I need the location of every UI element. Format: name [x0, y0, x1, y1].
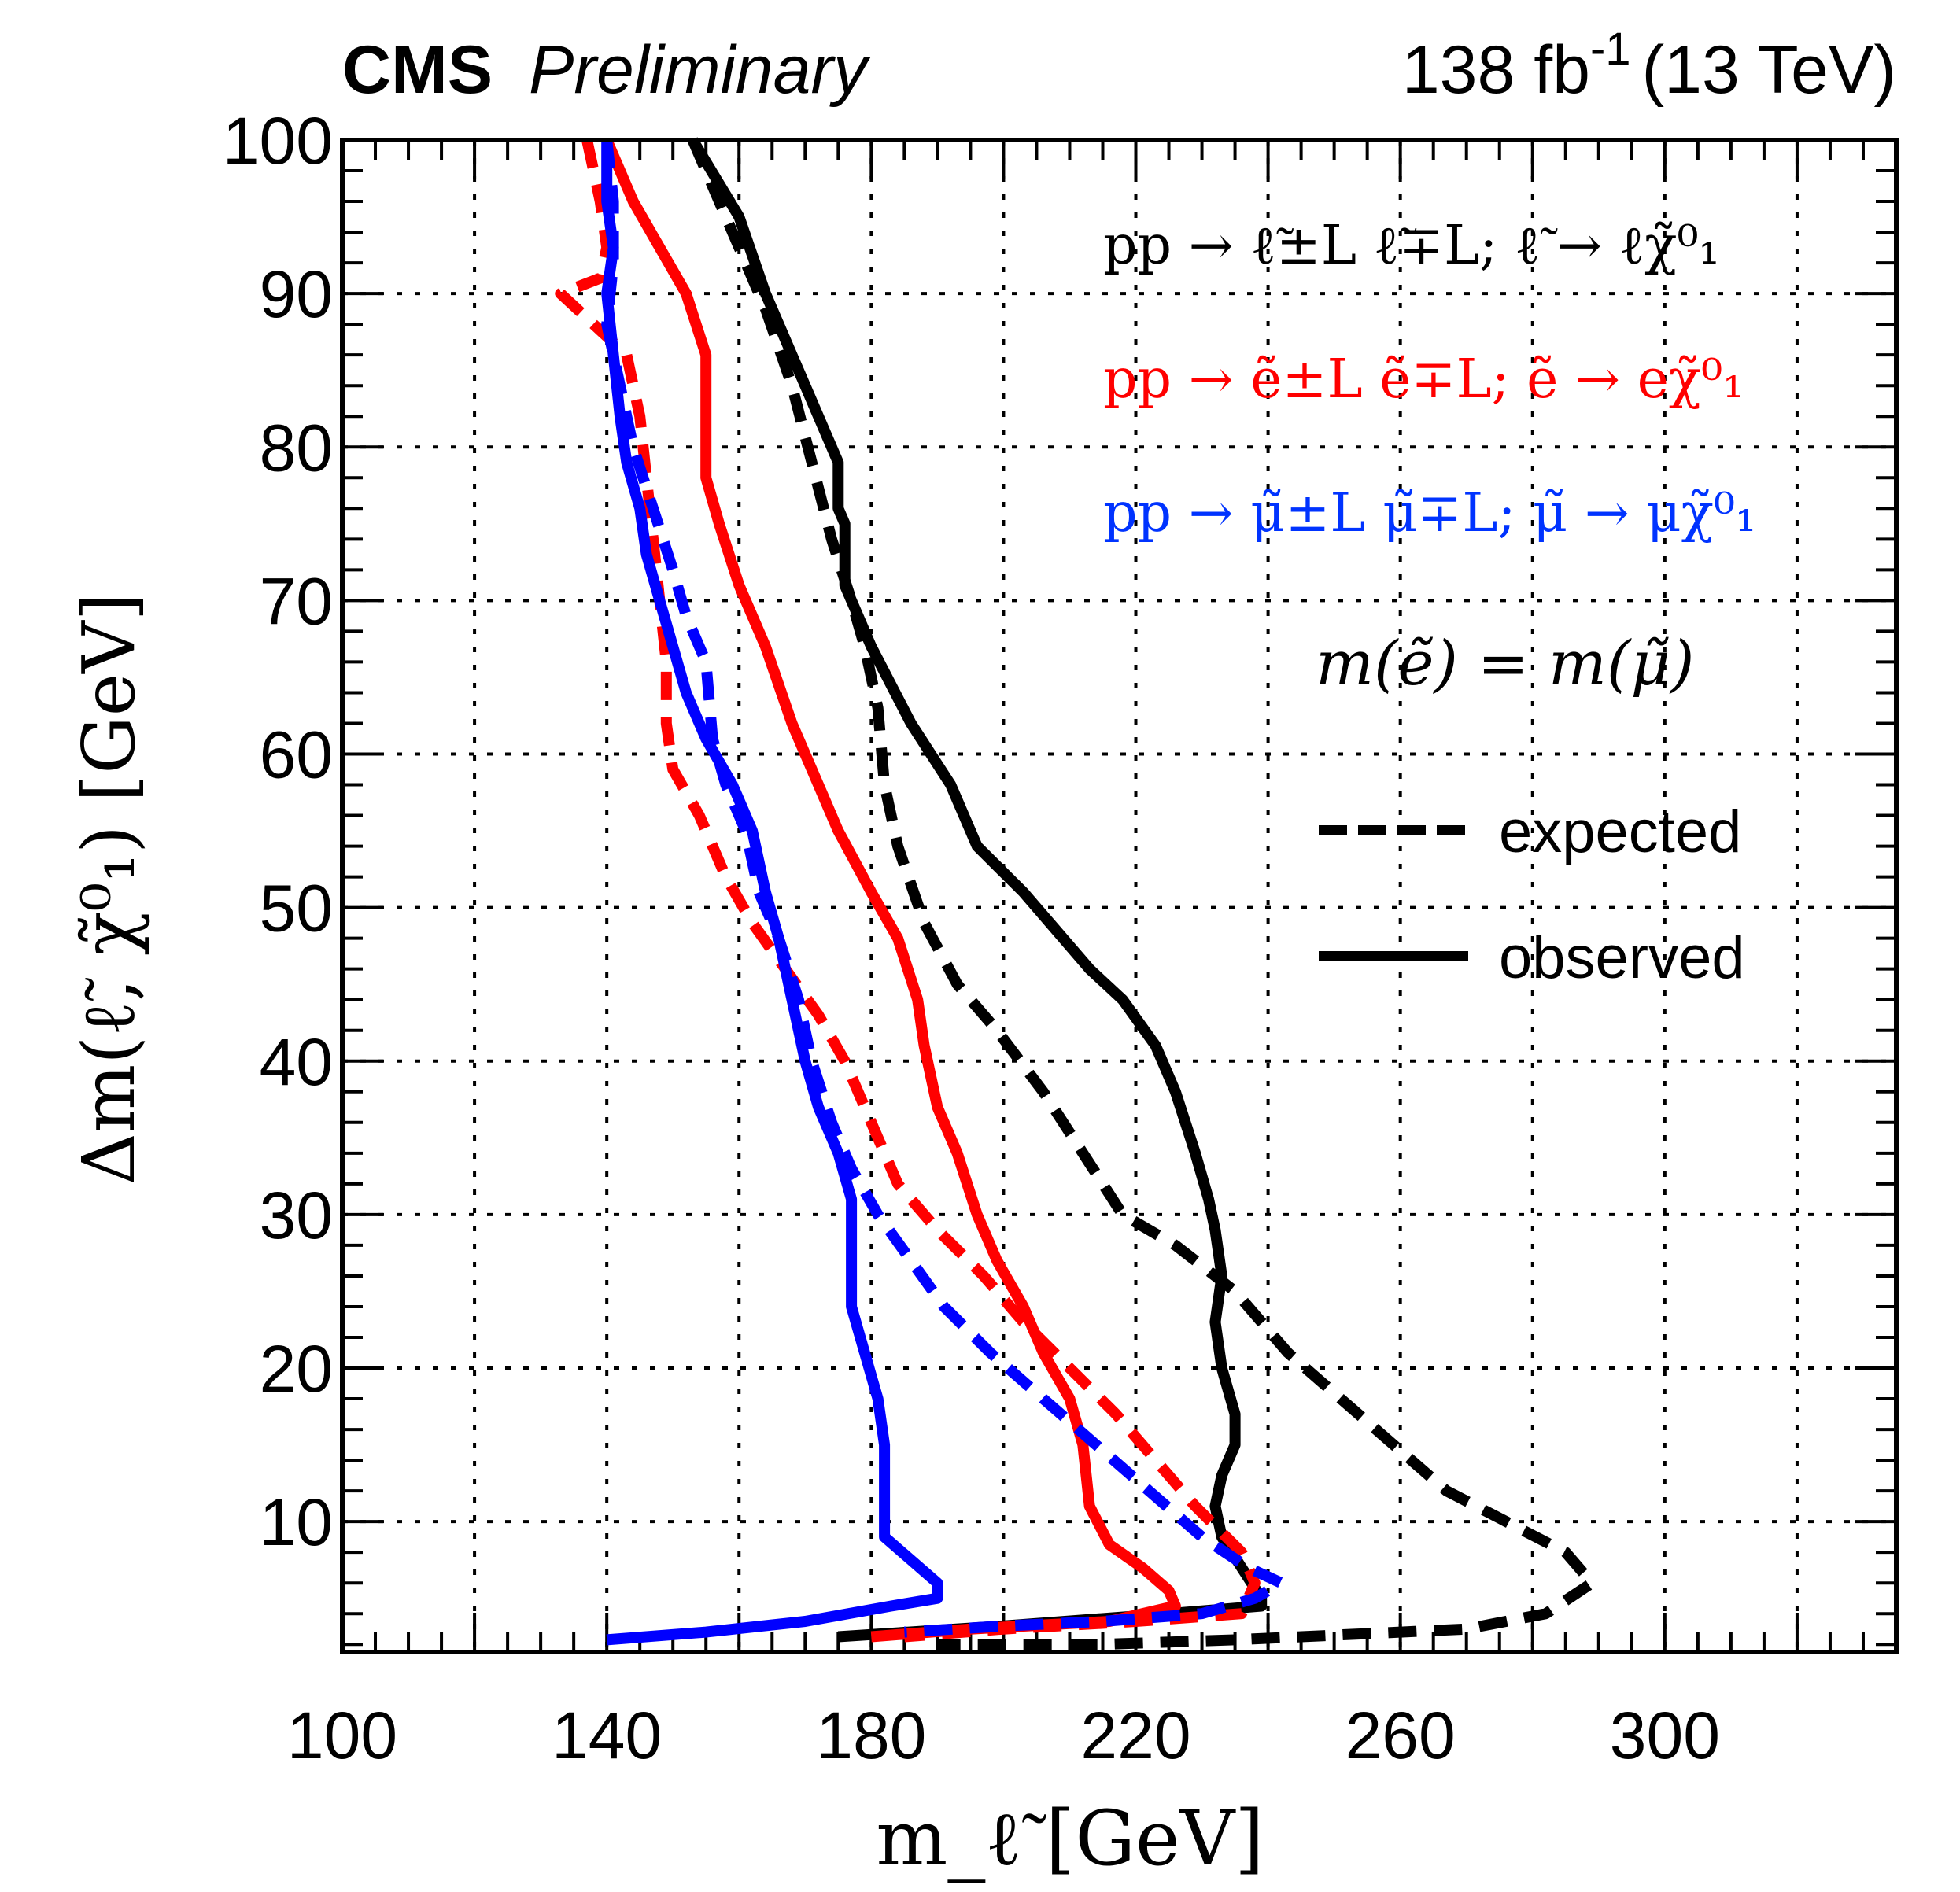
smuon-observed-curve	[601, 140, 943, 1646]
cms-label: CMS	[342, 32, 493, 108]
y-tick-label: 20	[260, 1332, 333, 1406]
y-tick-labels: 10 20 30 40 50 60 70 80 90 100	[223, 104, 333, 1559]
x-tick-label: 220	[1080, 1698, 1190, 1772]
y-tick-label: 80	[260, 411, 333, 485]
legend-slepton-process: pp → ℓ̃±L ℓ̃∓L; ℓ̃ → ℓχ̃⁰₁	[1103, 215, 1720, 277]
selectron-observed-curve	[601, 138, 1181, 1643]
smuon-expected-curve	[601, 139, 1287, 1638]
legend-mass-assumption: m(ẽ) = m(μ̃)	[1316, 629, 1694, 699]
energy-value: (13 TeV)	[1642, 32, 1896, 108]
plot-frame	[340, 138, 1899, 1654]
x-tick-label: 260	[1345, 1698, 1456, 1772]
y-axis-title: Δm(ℓ̃, χ̃⁰₁) [GeV]	[67, 593, 151, 1186]
lumi-exponent: -1	[1590, 24, 1631, 75]
y-tick-label: 100	[223, 104, 333, 178]
y-tick-label: 70	[260, 564, 333, 638]
legend-smuon-process: pp → μ̃±L μ̃∓L; μ̃ → μχ̃⁰₁	[1103, 482, 1756, 544]
legend-expected-label: expected	[1499, 798, 1741, 865]
slepton-observed-curve	[688, 137, 1268, 1643]
y-tick-label: 10	[260, 1485, 333, 1559]
lumi-value: 138 fb	[1402, 32, 1590, 108]
y-tick-label: 60	[260, 718, 333, 792]
limit-curves	[555, 137, 1598, 1650]
y-tick-label: 50	[260, 872, 333, 946]
slepton-expected-curve	[687, 138, 1598, 1650]
x-tick-label: 140	[552, 1698, 662, 1772]
x-tick-label: 300	[1610, 1698, 1720, 1772]
x-axis-title: m_ℓ̃ [GeV]	[876, 1794, 1264, 1883]
y-tick-label: 90	[260, 257, 333, 331]
y-tick-label: 30	[260, 1178, 333, 1252]
legend-observed-label: observed	[1499, 924, 1745, 991]
x-tick-label: 180	[816, 1698, 926, 1772]
y-tick-label: 40	[260, 1025, 333, 1099]
legend-selectron-process: pp → ẽ±L ẽ∓L; ẽ → eχ̃⁰₁	[1103, 349, 1744, 411]
x-tick-label: 100	[287, 1698, 397, 1772]
x-tick-labels: 100 140 180 220 260 300	[287, 1698, 1720, 1772]
legend: pp → ℓ̃±L ℓ̃∓L; ℓ̃ → ℓχ̃⁰₁ pp → ẽ±L ẽ∓L;…	[1103, 215, 1756, 991]
preliminary-label: Preliminary	[529, 32, 871, 108]
luminosity-label: 138 fb-1 (13 TeV)	[1402, 24, 1896, 108]
